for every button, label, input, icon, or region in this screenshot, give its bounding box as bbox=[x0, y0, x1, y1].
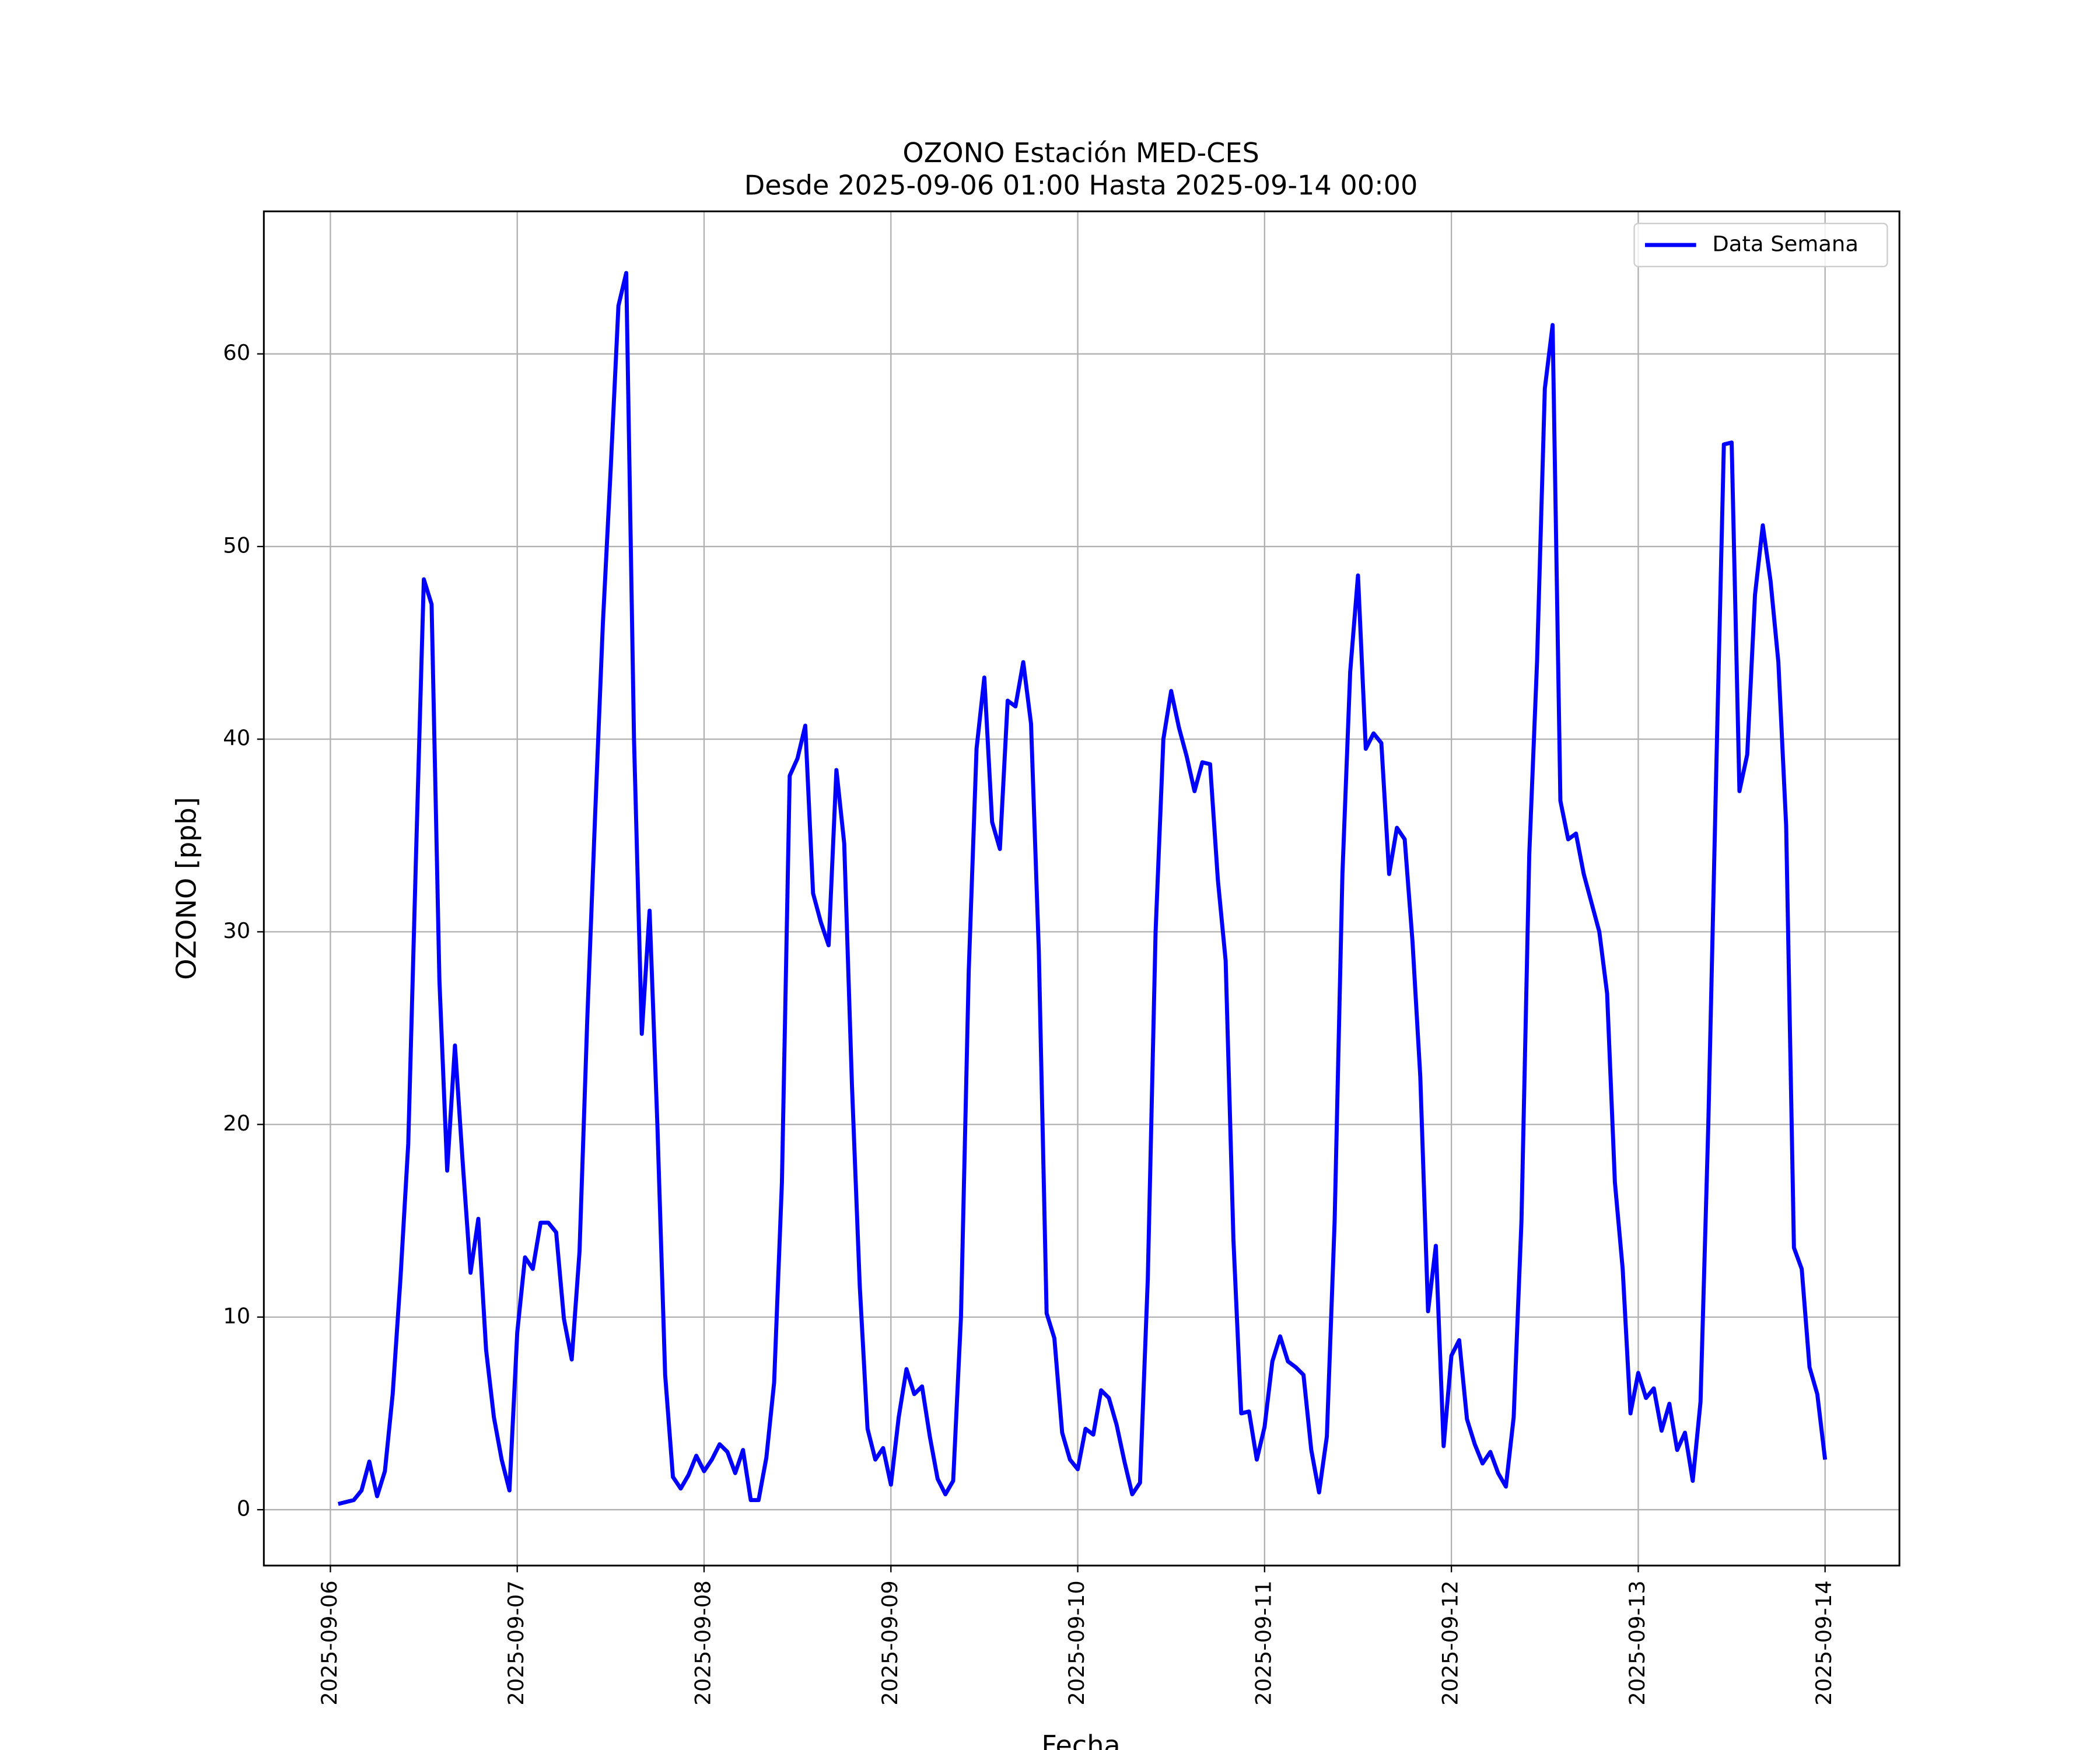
chart-title: OZONO Estación MED-CES bbox=[902, 137, 1259, 169]
y-tick-label: 50 bbox=[223, 533, 250, 558]
x-tick-label: 2025-09-14 bbox=[1811, 1580, 1836, 1705]
x-tick-label: 2025-09-09 bbox=[877, 1580, 902, 1705]
data-line bbox=[337, 271, 1828, 1506]
x-tick-label: 2025-09-07 bbox=[503, 1580, 528, 1705]
x-tick-label: 2025-09-06 bbox=[317, 1580, 342, 1705]
x-tick-label: 2025-09-08 bbox=[690, 1580, 715, 1705]
y-tick-label: 30 bbox=[223, 918, 250, 943]
x-axis-label: Fecha bbox=[1041, 1730, 1120, 1750]
y-tick-label: 0 bbox=[237, 1496, 250, 1521]
legend-box bbox=[1633, 222, 1888, 268]
y-tick-label: 60 bbox=[223, 340, 250, 365]
y-axis-label: OZONO [ppb] bbox=[171, 797, 202, 980]
legend-label: Data Semana bbox=[1712, 232, 1859, 257]
x-tick-label: 2025-09-12 bbox=[1438, 1580, 1463, 1705]
y-tick-label: 20 bbox=[223, 1111, 250, 1136]
y-tick-label: 10 bbox=[223, 1303, 250, 1328]
x-tick-label: 2025-09-11 bbox=[1251, 1580, 1276, 1705]
x-tick-label: 2025-09-13 bbox=[1625, 1580, 1650, 1705]
plot-frame bbox=[262, 210, 1901, 1567]
y-tick-label: 40 bbox=[223, 726, 250, 751]
x-tick-label: 2025-09-10 bbox=[1064, 1580, 1089, 1705]
chart-subtitle: Desde 2025-09-06 01:00 Hasta 2025-09-14 … bbox=[744, 169, 1418, 201]
